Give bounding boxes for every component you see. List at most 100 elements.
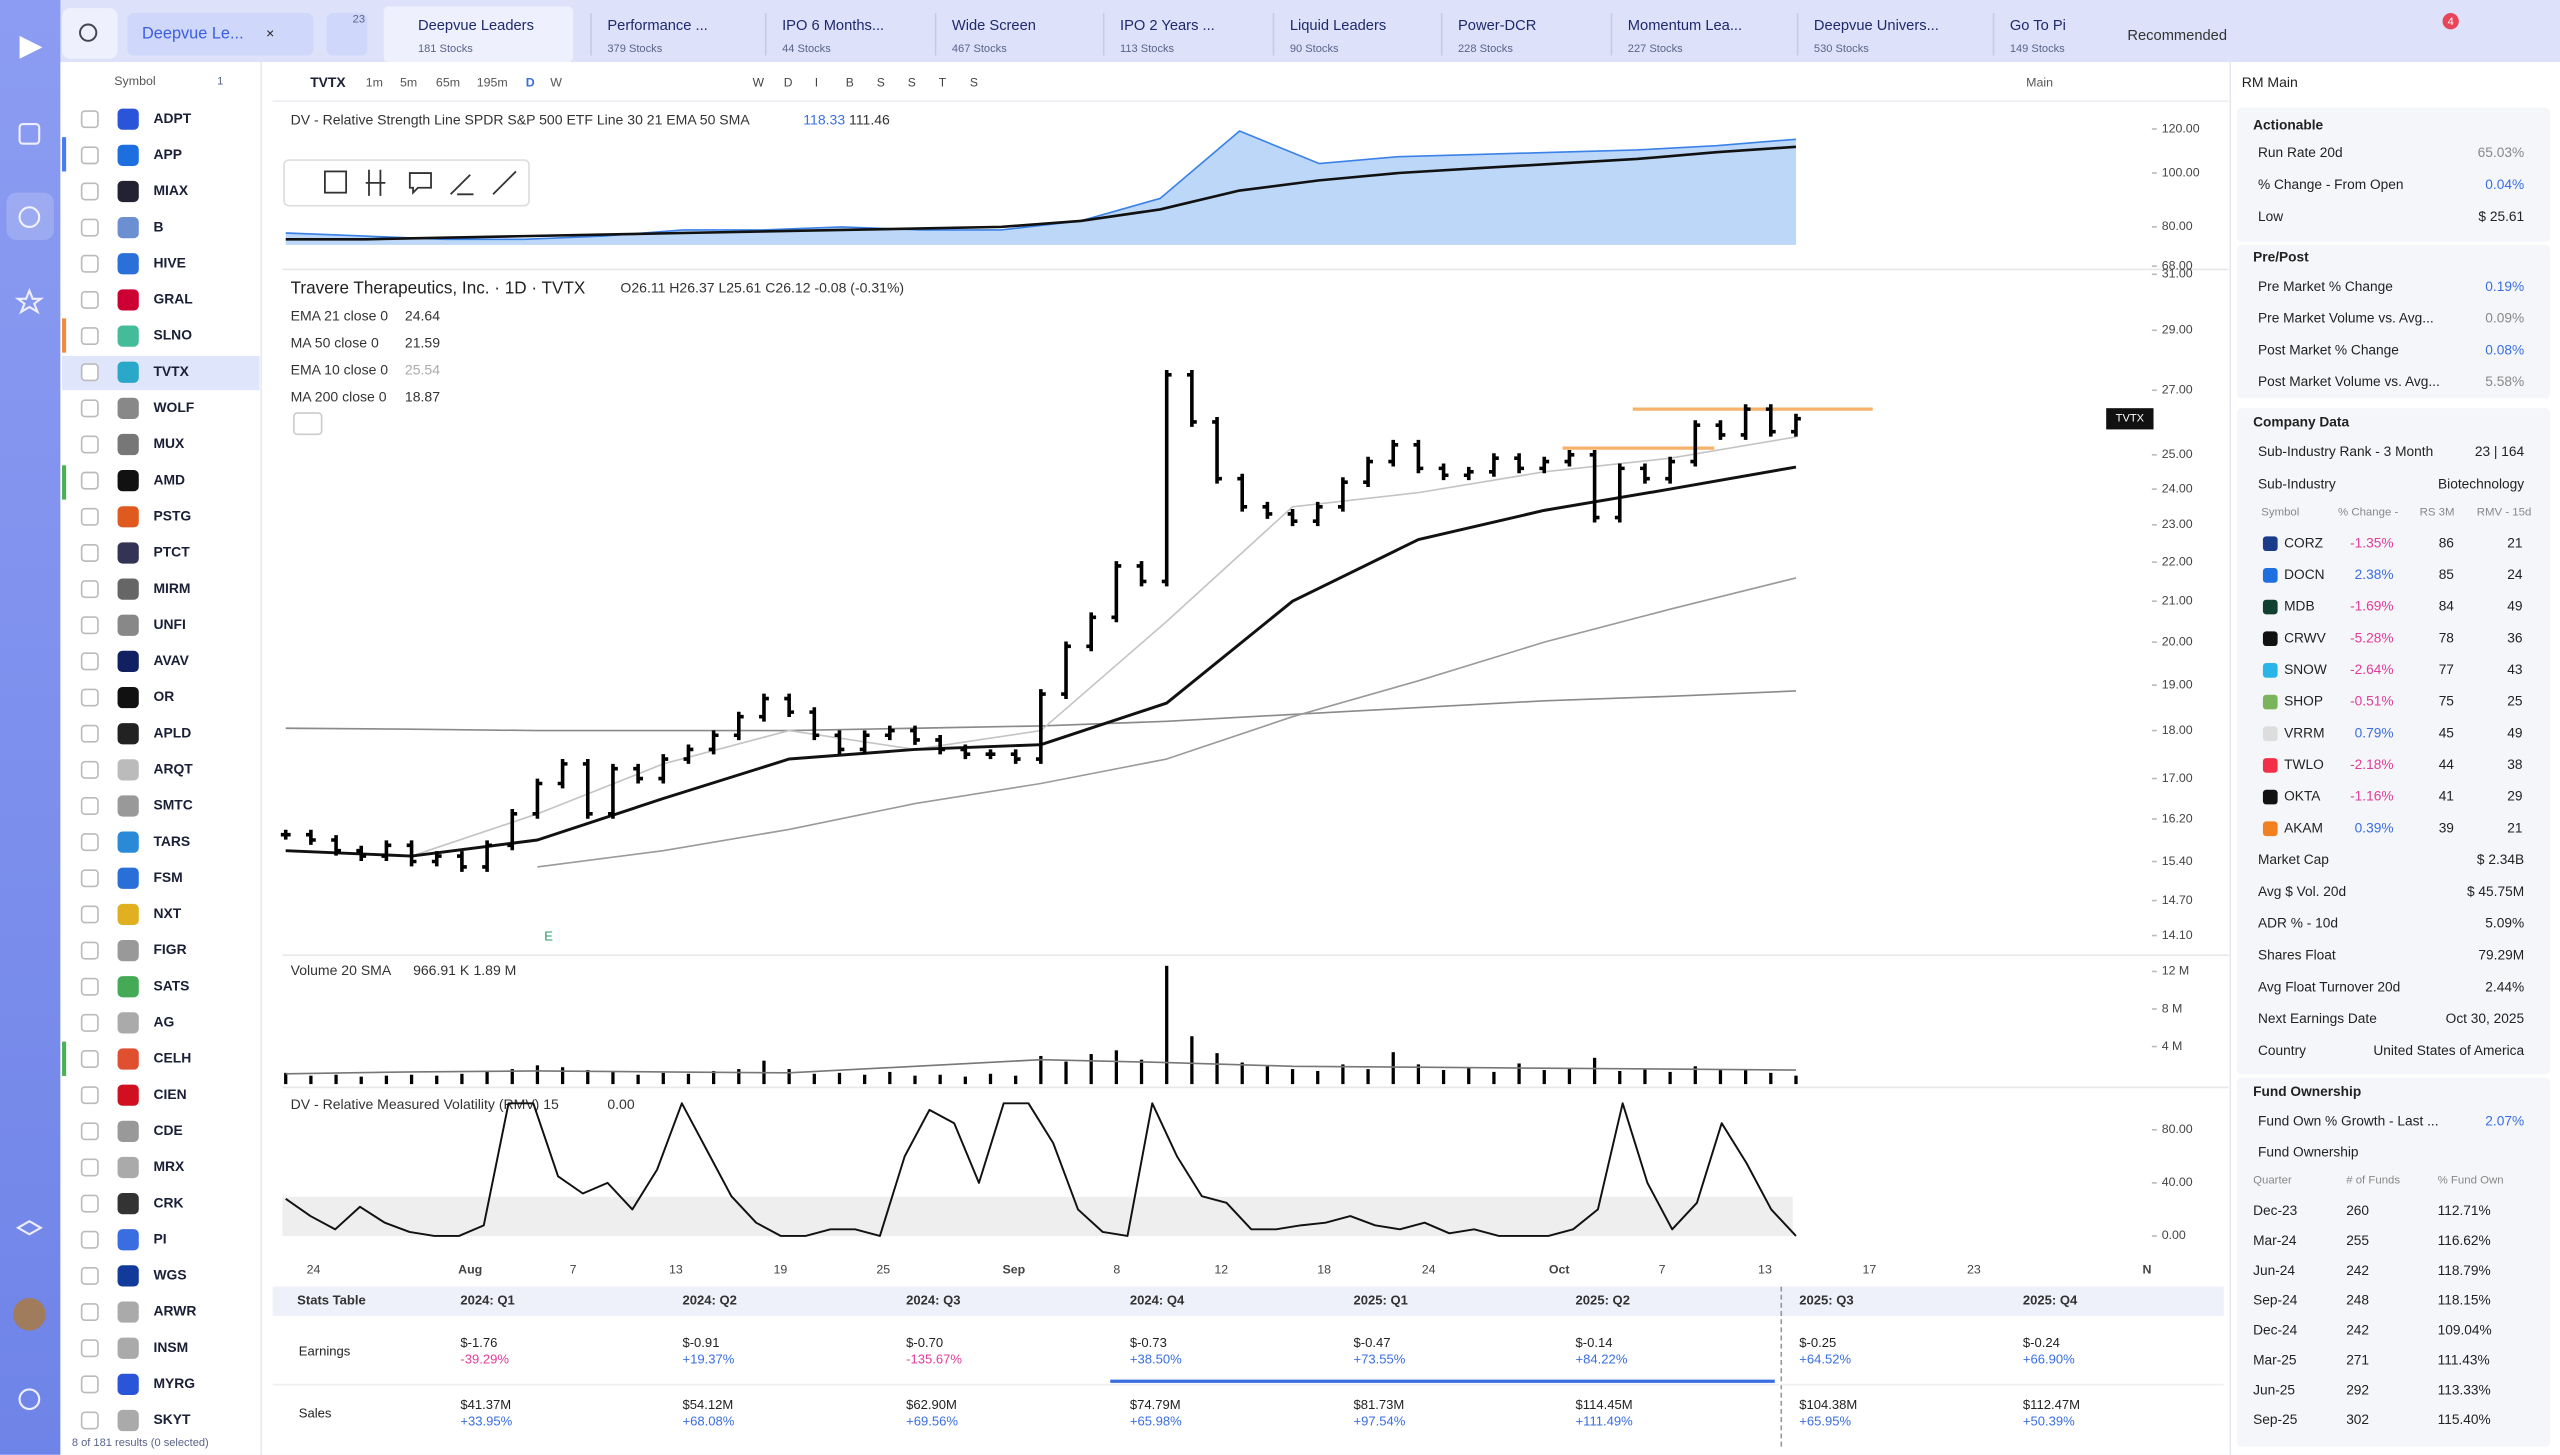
symbol[interactable]: SKYT bbox=[153, 1411, 190, 1427]
timeframe-toggle[interactable]: S bbox=[970, 75, 978, 89]
symbol[interactable]: INSM bbox=[153, 1339, 188, 1355]
avatar[interactable] bbox=[13, 1297, 46, 1331]
peer-symbol[interactable]: SHOP bbox=[2284, 694, 2323, 709]
checkbox[interactable] bbox=[80, 797, 99, 815]
symbol[interactable]: FSM bbox=[153, 869, 182, 885]
tab-count[interactable]: 90 Stocks bbox=[1290, 43, 1339, 55]
checkbox[interactable] bbox=[80, 833, 99, 852]
checkbox[interactable] bbox=[80, 218, 99, 237]
checkbox[interactable] bbox=[80, 1339, 99, 1358]
checkbox[interactable] bbox=[80, 471, 99, 490]
search-button[interactable] bbox=[62, 8, 118, 59]
checkbox[interactable] bbox=[80, 182, 99, 201]
checkbox[interactable] bbox=[80, 1411, 99, 1430]
timeframe-toggle[interactable]: B bbox=[846, 75, 854, 89]
peer-symbol[interactable]: OKTA bbox=[2284, 789, 2321, 804]
symbol[interactable]: TVTX bbox=[153, 363, 189, 379]
symbol[interactable]: APP bbox=[153, 146, 182, 162]
peer-symbol[interactable]: TWLO bbox=[2284, 757, 2324, 772]
symbol[interactable]: TARS bbox=[153, 833, 190, 849]
checkbox[interactable] bbox=[80, 363, 99, 382]
tab-count[interactable]: 181 Stocks bbox=[418, 43, 473, 55]
symbol[interactable]: PSTG bbox=[153, 507, 191, 523]
checkbox[interactable] bbox=[80, 1050, 99, 1069]
interval[interactable]: D bbox=[526, 76, 535, 90]
symbol[interactable]: UNFI bbox=[153, 616, 185, 632]
checkbox[interactable] bbox=[80, 905, 99, 924]
subsection-title[interactable]: Fund Ownership bbox=[2258, 1144, 2359, 1159]
symbol[interactable]: WGS bbox=[153, 1267, 186, 1283]
interval[interactable]: 65m bbox=[436, 76, 460, 90]
timeframe-toggle[interactable]: S bbox=[908, 75, 916, 89]
checkbox[interactable] bbox=[80, 507, 99, 526]
symbol[interactable]: APLD bbox=[153, 724, 191, 740]
checkbox[interactable] bbox=[80, 1158, 99, 1177]
layout-select[interactable]: Main bbox=[2026, 76, 2053, 90]
symbol[interactable]: WOLF bbox=[153, 399, 194, 415]
peer-symbol[interactable]: CRWV bbox=[2284, 630, 2326, 645]
tab-name[interactable]: Deepvue Leaders bbox=[418, 18, 534, 34]
panel-select[interactable]: RM Main bbox=[2242, 74, 2298, 90]
checkbox[interactable] bbox=[80, 688, 99, 707]
tab-name[interactable]: Performance ... bbox=[607, 18, 707, 34]
symbol[interactable]: MIRM bbox=[153, 580, 190, 596]
peer-symbol[interactable]: VRRM bbox=[2284, 725, 2324, 740]
tab-name[interactable]: Wide Screen bbox=[952, 18, 1036, 34]
peer-symbol[interactable]: DOCN bbox=[2284, 567, 2324, 582]
drawing-toolbar[interactable] bbox=[283, 159, 530, 207]
tab-name[interactable]: Power-DCR bbox=[1458, 18, 1536, 34]
nav-icons[interactable] bbox=[6, 123, 54, 1411]
sort-select[interactable]: Recommended bbox=[2127, 28, 2227, 44]
filter-button[interactable] bbox=[326, 13, 368, 56]
chart-symbol[interactable]: TVTX bbox=[310, 74, 346, 90]
checkbox[interactable] bbox=[80, 1013, 99, 1032]
checkbox[interactable] bbox=[80, 1194, 99, 1213]
peer-symbol[interactable]: SNOW bbox=[2284, 662, 2327, 677]
collapse-legend[interactable] bbox=[293, 412, 323, 436]
tab-name[interactable]: IPO 2 Years ... bbox=[1120, 18, 1215, 34]
checkbox[interactable] bbox=[80, 1266, 99, 1285]
tab-count[interactable]: 227 Stocks bbox=[1628, 43, 1683, 55]
checkbox[interactable] bbox=[80, 724, 99, 743]
timeframe-toggle[interactable]: T bbox=[939, 75, 947, 89]
interval[interactable]: 1m bbox=[366, 76, 383, 90]
timeframe-toggle[interactable]: D bbox=[784, 75, 793, 89]
tab-count[interactable]: 113 Stocks bbox=[1120, 43, 1175, 55]
checkbox[interactable] bbox=[80, 435, 99, 454]
symbol[interactable]: MUX bbox=[153, 435, 185, 451]
checkbox[interactable] bbox=[80, 327, 99, 346]
tab-name[interactable]: Momentum Lea... bbox=[1628, 18, 1742, 34]
peer-symbol[interactable]: CORZ bbox=[2284, 535, 2323, 550]
symbol[interactable]: MYRG bbox=[153, 1375, 195, 1391]
tab-count[interactable]: 149 Stocks bbox=[2010, 43, 2065, 55]
checkbox[interactable] bbox=[80, 1230, 99, 1249]
symbol[interactable]: SATS bbox=[153, 977, 189, 993]
checkbox[interactable] bbox=[80, 399, 99, 418]
symbol[interactable]: GRAL bbox=[153, 291, 193, 307]
interval[interactable]: 195m bbox=[477, 76, 508, 90]
checkbox[interactable] bbox=[80, 1375, 99, 1394]
checkbox[interactable] bbox=[80, 290, 99, 309]
tab-name[interactable]: IPO 6 Months... bbox=[782, 18, 884, 34]
tab-count[interactable]: 379 Stocks bbox=[607, 43, 662, 55]
symbol[interactable]: CIEN bbox=[153, 1086, 186, 1102]
symbol[interactable]: CRK bbox=[153, 1194, 183, 1210]
checkbox[interactable] bbox=[80, 110, 99, 129]
symbol[interactable]: HIVE bbox=[153, 254, 185, 270]
timeframe-toggle[interactable]: W bbox=[753, 75, 765, 89]
checkbox[interactable] bbox=[80, 580, 99, 599]
list-select-text[interactable]: Deepvue Le... bbox=[142, 25, 244, 43]
drawing-tools[interactable] bbox=[324, 169, 517, 196]
symbol[interactable]: AMD bbox=[153, 471, 185, 487]
symbol[interactable]: SMTC bbox=[153, 797, 192, 813]
checkbox[interactable] bbox=[80, 616, 99, 635]
symbol[interactable]: PTCT bbox=[153, 544, 190, 560]
tab-count[interactable]: 467 Stocks bbox=[952, 43, 1007, 55]
tab-count[interactable]: 44 Stocks bbox=[782, 43, 831, 55]
symbol[interactable]: SLNO bbox=[153, 327, 192, 343]
symbol[interactable]: CELH bbox=[153, 1050, 191, 1066]
timeframe-toggle[interactable]: S bbox=[877, 75, 885, 89]
symbol[interactable]: ADPT bbox=[153, 110, 191, 126]
symbol[interactable]: ARWR bbox=[153, 1303, 196, 1319]
checkbox[interactable] bbox=[80, 1303, 99, 1322]
